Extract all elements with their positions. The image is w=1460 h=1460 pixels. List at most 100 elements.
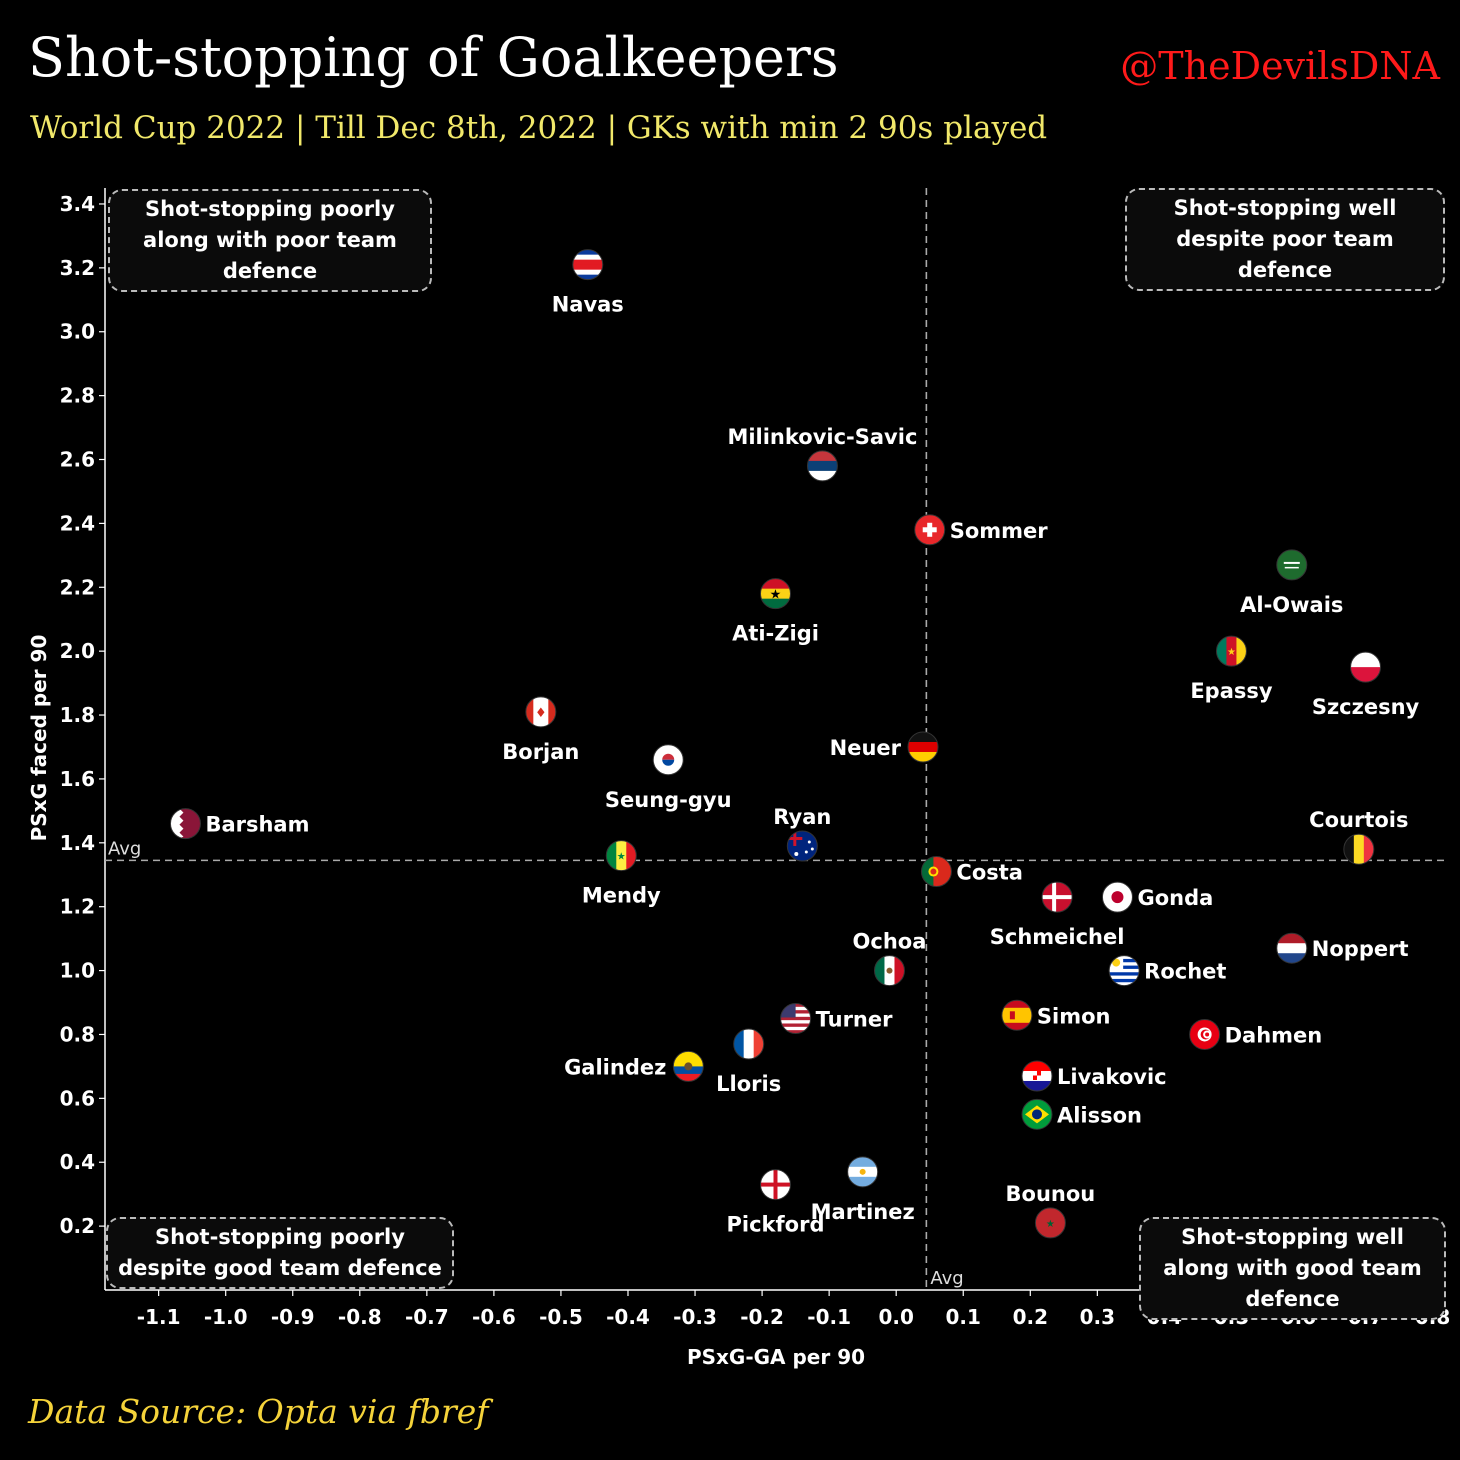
x-tick-label: -0.7 [405, 1305, 449, 1329]
data-point: Pickford [727, 1169, 824, 1237]
point-label: Bounou [1006, 1182, 1096, 1206]
point-label: Barsham [205, 813, 309, 837]
data-point: Courtois [1309, 808, 1408, 865]
x-tick-label: -0.2 [740, 1305, 784, 1329]
y-tick-label: 2.8 [60, 384, 95, 408]
south-korea-flag-icon [653, 744, 684, 775]
point-label: Sommer [950, 519, 1049, 543]
x-tick-label: -1.1 [137, 1305, 181, 1329]
x-tick-label: -0.3 [673, 1305, 717, 1329]
point-label: Alisson [1057, 1103, 1142, 1127]
data-point: Neuer [830, 731, 939, 763]
y-tick-label: 3.0 [60, 320, 95, 344]
chart-subtitle: World Cup 2022 | Till Dec 8th, 2022 | GK… [30, 110, 1048, 146]
data-point: Costa [920, 856, 1023, 888]
costa-rica-flag-icon [572, 249, 603, 280]
chart-title: Shot-stopping of Goalkeepers [28, 26, 839, 89]
point-label: Dahmen [1225, 1023, 1323, 1047]
point-label: Ochoa [853, 930, 927, 954]
poland-flag-icon [1350, 652, 1381, 683]
data-point: Szczesny [1312, 651, 1420, 719]
data-point: Dahmen [1189, 1018, 1323, 1050]
data-point: Martinez [811, 1156, 915, 1224]
data-point: Barsham [169, 808, 310, 840]
quadrant-note-top-right: Shot-stopping well despite poor team def… [1125, 188, 1445, 291]
spain-flag-icon [1001, 1000, 1032, 1031]
point-label: Schmeichel [990, 925, 1125, 949]
axes: -1.1 -1.0 -0.9 -0.8 -0.7 -0.6 -0.5 -0.4 -0.3 -0.2… [60, 188, 1450, 1329]
belgium-flag-icon [1343, 834, 1374, 865]
x-tick-label: -0.4 [606, 1305, 650, 1329]
data-point: Lloris [716, 1028, 781, 1096]
y-tick-label: 2.6 [60, 448, 95, 472]
point-label: Courtois [1309, 808, 1408, 832]
y-tick-label: 1.2 [60, 895, 95, 919]
data-points: Navas Milinkovic-Savic Sommer ★ Ati-Zigi Al-O… [169, 249, 1420, 1239]
qatar-flag-icon [170, 808, 201, 839]
x-tick-label: 0.0 [878, 1305, 913, 1329]
point-label: Ryan [773, 805, 831, 829]
y-tick-label: 3.4 [60, 192, 95, 216]
usa-flag-icon [780, 1003, 811, 1034]
x-tick-label: -0.5 [539, 1305, 583, 1329]
average-lines: Avg Avg [105, 188, 1446, 1290]
y-tick-label: 2.2 [60, 575, 95, 599]
data-point: Seung-gyu [605, 744, 732, 812]
x-tick-label: 0.3 [1080, 1305, 1115, 1329]
data-point: ♦ Borjan [502, 696, 579, 764]
point-label: Al-Owais [1240, 593, 1343, 617]
data-point: Al-Owais [1240, 549, 1343, 617]
x-tick-label: 0.1 [946, 1305, 981, 1329]
point-label: Turner [816, 1007, 894, 1031]
point-label: Livakovic [1057, 1065, 1167, 1089]
data-point: Schmeichel [990, 881, 1125, 949]
y-axis-label: PSxG faced per 90 [27, 635, 51, 842]
data-point: ★ Mendy [582, 840, 661, 908]
x-tick-label: 0.2 [1013, 1305, 1048, 1329]
data-point: ★ Bounou [1006, 1182, 1096, 1239]
svg-text:★: ★ [1227, 647, 1236, 658]
point-label: Lloris [716, 1072, 781, 1096]
avg-y-label: Avg [108, 838, 141, 859]
data-point: Simon [1001, 999, 1111, 1031]
point-label: Noppert [1312, 937, 1409, 961]
author-handle: @TheDevilsDNA [1120, 44, 1440, 88]
data-point: Noppert [1276, 932, 1409, 964]
croatia-flag-icon [1021, 1060, 1052, 1091]
mexico-flag-icon [874, 955, 905, 986]
data-point: Galindez [564, 1050, 704, 1082]
data-point: Navas [552, 249, 624, 317]
svg-text:★: ★ [617, 852, 626, 863]
y-tick-label: 1.0 [60, 959, 95, 983]
svg-text:★: ★ [1046, 1219, 1055, 1230]
point-label: Szczesny [1312, 695, 1420, 719]
tunisia-flag-icon [1189, 1019, 1220, 1050]
y-tick-label: 1.8 [60, 703, 95, 727]
y-tick-label: 1.4 [60, 831, 95, 855]
svg-text:♦: ♦ [535, 706, 547, 721]
point-label: Simon [1037, 1004, 1111, 1028]
brazil-flag-icon [1021, 1099, 1052, 1130]
quadrant-note-bottom-left: Shot-stopping poorly despite good team d… [106, 1217, 454, 1289]
y-tick-label: 0.4 [60, 1150, 95, 1174]
canada-flag-icon: ♦ [525, 696, 556, 727]
x-tick-label: -0.1 [807, 1305, 851, 1329]
y-tick-label: 0.6 [60, 1086, 95, 1110]
argentina-flag-icon [847, 1156, 878, 1187]
cameroon-flag-icon: ★ [1216, 636, 1247, 667]
data-point: ★ Ati-Zigi [732, 578, 819, 646]
quadrant-note-bottom-right: Shot-stopping well along with good team … [1139, 1217, 1446, 1320]
ecuador-flag-icon [673, 1051, 704, 1082]
germany-flag-icon [908, 731, 939, 762]
x-axis-label: PSxG-GA per 90 [687, 1345, 865, 1369]
data-point: Gonda [1101, 881, 1213, 913]
x-tick-label: -0.6 [472, 1305, 516, 1329]
japan-flag-icon [1102, 882, 1133, 913]
point-label: Gonda [1137, 886, 1213, 910]
y-tick-label: 2.0 [60, 639, 95, 663]
data-point: Ryan [773, 805, 831, 862]
data-point: Turner [780, 1002, 894, 1034]
avg-x-label: Avg [930, 1268, 963, 1289]
svg-text:★: ★ [770, 588, 782, 603]
